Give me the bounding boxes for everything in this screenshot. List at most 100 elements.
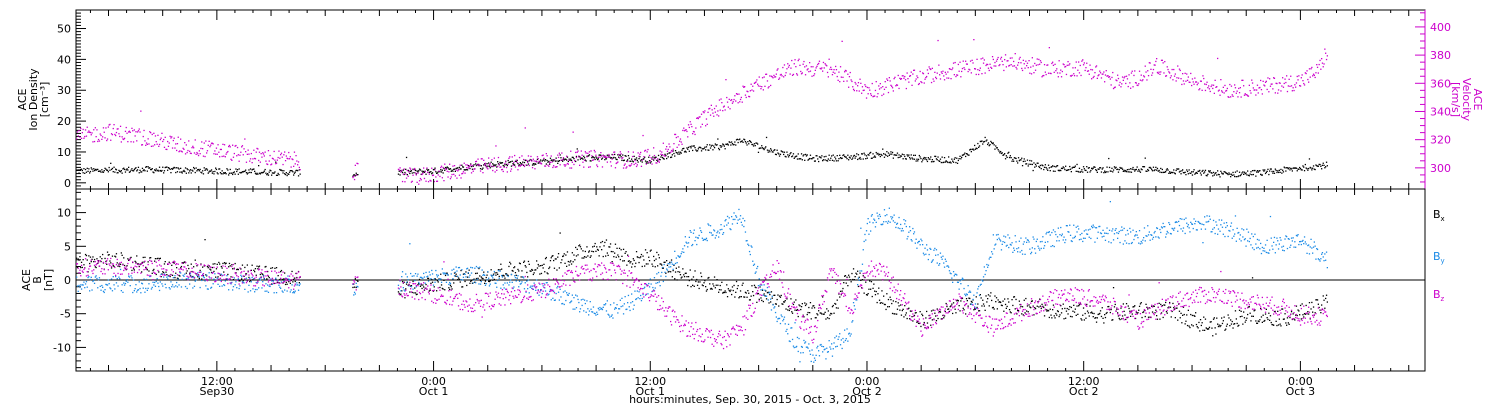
data-point xyxy=(551,161,553,163)
data-point xyxy=(433,168,435,171)
data-point xyxy=(240,151,242,153)
data-point xyxy=(158,166,161,168)
data-point xyxy=(772,77,774,79)
data-point xyxy=(1254,169,1256,172)
data-point xyxy=(248,284,250,286)
data-point xyxy=(855,83,857,85)
data-point xyxy=(907,308,909,310)
data-point xyxy=(79,286,81,288)
data-point xyxy=(798,304,800,306)
data-point xyxy=(414,292,417,294)
data-point xyxy=(1094,166,1096,168)
data-point xyxy=(811,158,813,160)
data-point xyxy=(448,168,450,170)
data-point xyxy=(1116,308,1118,310)
data-point xyxy=(776,149,778,151)
data-point xyxy=(123,138,125,141)
data-point xyxy=(912,73,914,75)
data-point xyxy=(248,153,250,155)
data-point xyxy=(497,279,499,282)
data-point xyxy=(1156,315,1158,317)
data-point xyxy=(824,63,826,65)
data-point xyxy=(613,302,615,304)
data-point xyxy=(275,267,278,269)
data-point xyxy=(696,117,698,119)
data-point xyxy=(402,173,404,175)
data-point xyxy=(448,283,450,286)
data-point xyxy=(1266,317,1268,319)
data-point xyxy=(570,301,572,303)
data-point xyxy=(1103,322,1105,324)
data-point xyxy=(695,280,697,283)
data-point xyxy=(633,259,635,262)
data-point xyxy=(636,159,638,162)
data-point xyxy=(429,289,431,291)
data-point xyxy=(1303,84,1306,86)
data-point xyxy=(1241,315,1243,317)
data-point xyxy=(644,156,646,158)
data-point xyxy=(963,153,965,156)
data-point xyxy=(449,288,451,291)
data-point xyxy=(209,268,211,270)
data-point xyxy=(202,155,205,157)
data-point xyxy=(1127,305,1129,307)
data-point xyxy=(1026,65,1028,67)
data-point xyxy=(237,278,239,280)
data-point xyxy=(1261,93,1263,95)
data-point xyxy=(975,73,977,76)
data-point xyxy=(629,165,631,167)
data-point xyxy=(1220,79,1222,81)
data-point xyxy=(505,160,507,162)
data-point xyxy=(580,150,582,152)
data-point xyxy=(250,171,252,174)
data-point xyxy=(517,169,519,171)
data-point xyxy=(592,251,595,253)
data-point xyxy=(509,281,511,283)
data-point xyxy=(727,106,729,108)
data-point xyxy=(465,164,467,166)
data-point xyxy=(480,281,482,283)
data-point xyxy=(1287,322,1289,324)
data-point xyxy=(1304,72,1306,74)
data-point xyxy=(1255,175,1257,177)
data-point xyxy=(511,160,513,162)
data-point xyxy=(80,168,82,171)
data-point xyxy=(125,269,127,271)
data-point xyxy=(244,288,246,290)
data-point xyxy=(884,303,886,306)
data-point xyxy=(903,154,905,156)
data-point xyxy=(979,67,981,69)
data-point xyxy=(896,84,898,86)
data-point xyxy=(143,278,145,280)
data-point xyxy=(487,271,489,273)
data-point xyxy=(405,173,407,175)
data-point xyxy=(96,129,98,131)
data-point xyxy=(674,133,676,136)
data-point xyxy=(198,170,200,172)
data-point xyxy=(158,285,160,288)
data-point xyxy=(762,148,764,150)
data-point xyxy=(622,167,625,169)
data-point xyxy=(1227,173,1229,176)
data-point xyxy=(1034,163,1037,166)
data-point xyxy=(684,129,686,131)
data-point xyxy=(1118,169,1120,171)
data-point xyxy=(105,260,107,263)
data-point xyxy=(470,280,472,282)
data-point xyxy=(126,265,128,267)
data-point xyxy=(419,169,422,171)
data-point xyxy=(1263,170,1265,172)
data-point xyxy=(113,124,115,126)
data-point xyxy=(212,263,214,265)
data-point xyxy=(1104,170,1106,172)
data-point xyxy=(548,165,550,167)
data-point xyxy=(855,272,857,274)
data-point xyxy=(461,269,463,271)
data-point xyxy=(1053,165,1055,168)
data-point xyxy=(211,142,213,144)
data-point xyxy=(160,170,162,172)
data-point xyxy=(1250,171,1252,173)
data-point xyxy=(928,66,930,68)
data-point xyxy=(859,156,861,159)
data-point xyxy=(128,276,131,278)
